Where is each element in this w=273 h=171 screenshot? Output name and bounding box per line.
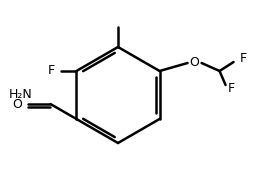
Text: H₂N: H₂N (9, 88, 32, 101)
Text: F: F (228, 82, 235, 95)
Text: F: F (240, 52, 247, 65)
Text: F: F (47, 64, 54, 77)
Text: O: O (190, 56, 200, 69)
Text: O: O (13, 98, 22, 111)
